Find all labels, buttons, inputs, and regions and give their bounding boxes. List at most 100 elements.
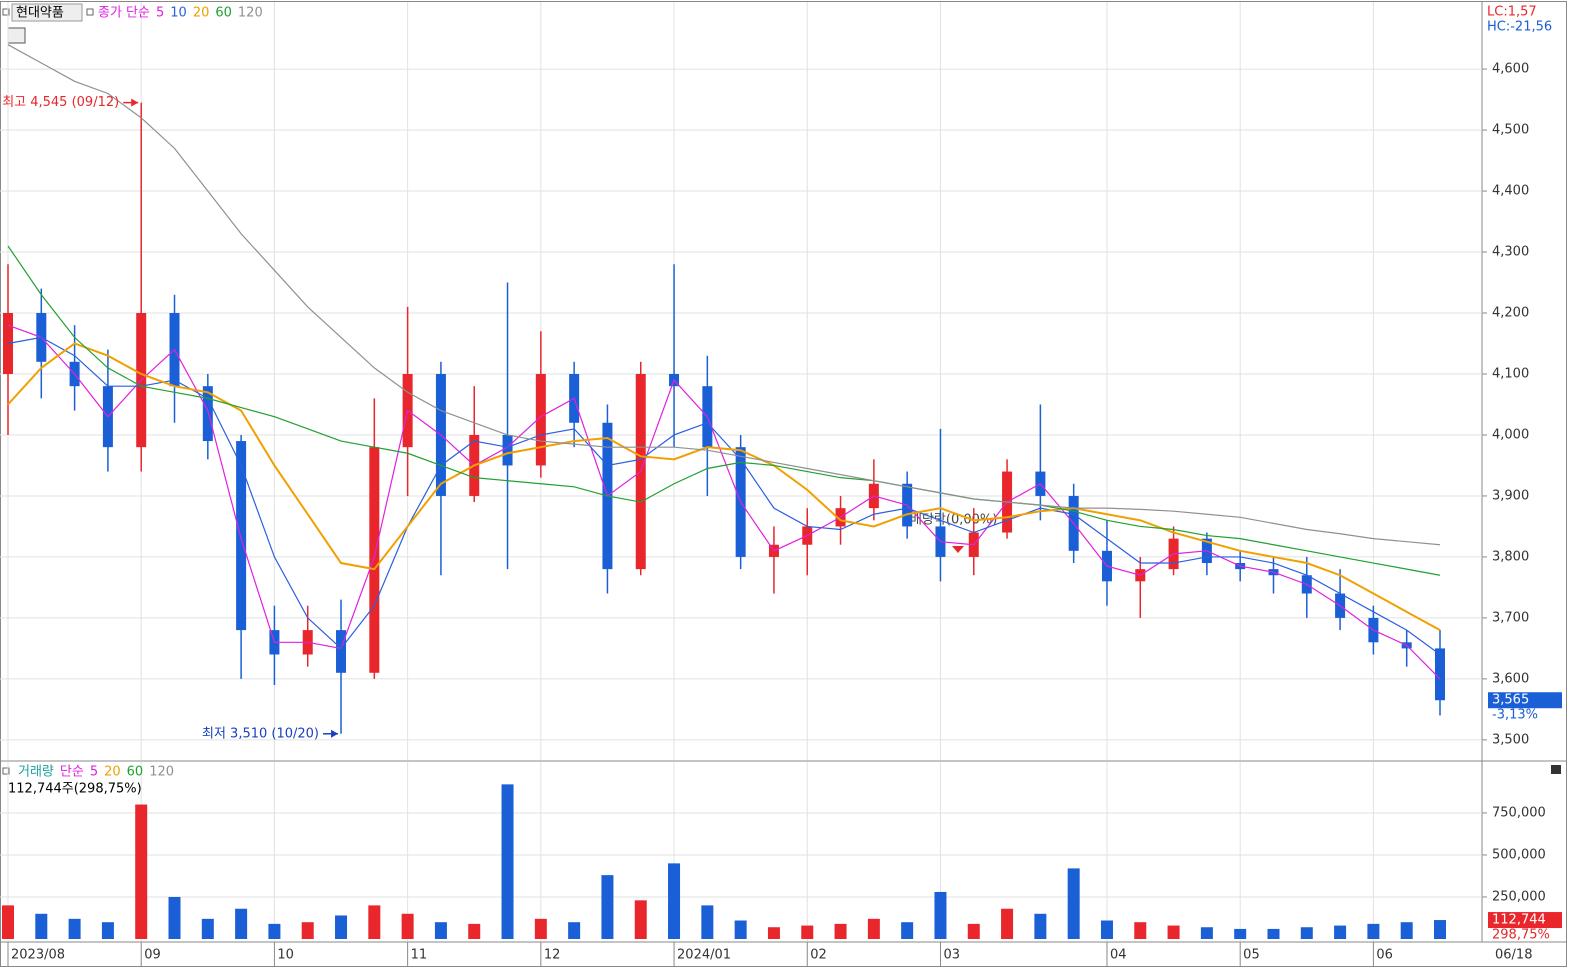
- volume-bar: [1334, 925, 1347, 939]
- legend-item: 60: [127, 765, 144, 780]
- dividend-marker: [952, 546, 964, 553]
- volume-value-label: 112,744주(298,75%): [8, 782, 142, 797]
- volume-bar: [534, 918, 547, 939]
- y-tick-label: 3,600: [1492, 671, 1529, 686]
- candle-body: [369, 447, 380, 673]
- hc-label: HC:-21,56: [1487, 20, 1552, 35]
- candle-body: [336, 630, 347, 673]
- volume-bar: [668, 863, 681, 939]
- legend-item: 5: [90, 765, 98, 780]
- volume-bar: [1067, 868, 1080, 939]
- x-tick-label: 11: [411, 948, 428, 963]
- volume-bar: [35, 913, 48, 939]
- volume-bar: [568, 922, 581, 939]
- volume-bar: [1034, 913, 1047, 939]
- y-tick-label: 3,700: [1492, 610, 1529, 625]
- price-tag-label: 3,565: [1492, 693, 1529, 708]
- ma-line: [7, 342, 1441, 631]
- volume-bar: [701, 905, 714, 939]
- x-tick-label: 10: [277, 948, 294, 963]
- volume-bar: [1167, 925, 1180, 939]
- y-tick-label: 3,800: [1492, 549, 1529, 564]
- y-tick-label: 500,000: [1492, 847, 1546, 862]
- chart-title: 현대약품: [16, 6, 64, 21]
- y-tick-label: 3,500: [1492, 732, 1529, 747]
- legend-item: 120: [149, 765, 174, 780]
- volume-title: 거래량: [18, 765, 54, 780]
- legend-icon: [86, 8, 94, 16]
- legend-item: 60: [215, 6, 232, 21]
- volume-bar: [2, 905, 14, 939]
- volume-bar: [335, 915, 348, 939]
- x-tick-label: 02: [810, 948, 827, 963]
- volume-bar: [434, 922, 447, 939]
- volume-bar: [301, 922, 314, 939]
- y-tick-label: 3,900: [1492, 488, 1529, 503]
- x-tick-label: 12: [544, 948, 561, 963]
- legend-label: 단순: [60, 765, 84, 780]
- volume-bar: [68, 918, 81, 939]
- annotation: 최고 4,545 (09/12): [2, 95, 119, 110]
- dividend-label: 배당락(0,00%): [910, 513, 997, 528]
- candle-body: [236, 441, 247, 631]
- volume-bar: [1001, 908, 1014, 939]
- candle-body: [3, 313, 13, 374]
- icon: [2, 767, 10, 775]
- volume-bar: [1100, 920, 1113, 939]
- volume-bar: [1400, 922, 1413, 939]
- volume-tag: [1488, 912, 1562, 929]
- volume-tag-label: 112,744: [1492, 913, 1546, 928]
- y-tick-label: 4,500: [1492, 123, 1529, 138]
- volume-bar: [1367, 923, 1380, 939]
- volume-bar: [601, 875, 614, 939]
- volume-bar: [401, 913, 414, 939]
- lc-label: LC:1,57: [1487, 5, 1537, 20]
- candle-body: [202, 386, 213, 442]
- ma-line: [7, 324, 1441, 680]
- volume-bar: [767, 927, 780, 939]
- volume-bar: [1134, 922, 1147, 939]
- legend-item: 120: [238, 6, 263, 21]
- volume-bar: [368, 905, 381, 939]
- legend-item: 20: [193, 6, 210, 21]
- volume-bar: [1434, 920, 1446, 939]
- volume-bar: [101, 922, 114, 939]
- y-tick-label: 750,000: [1492, 805, 1546, 820]
- volume-bar: [235, 908, 248, 939]
- volume-bar: [901, 922, 914, 939]
- y-tick-label: 4,400: [1492, 184, 1529, 199]
- legend-item: 20: [104, 765, 121, 780]
- legend-item: 10: [170, 6, 187, 21]
- volume-bar: [168, 896, 181, 939]
- volume-bar: [801, 925, 814, 939]
- y-tick-label: 4,100: [1492, 366, 1529, 381]
- icon: [2, 8, 10, 16]
- volume-bar: [1234, 928, 1247, 939]
- volume-bar: [967, 923, 980, 939]
- volume-bar: [934, 891, 947, 939]
- close-button[interactable]: [1551, 765, 1561, 774]
- volume-bar: [1267, 928, 1280, 939]
- volume-bar: [201, 918, 214, 939]
- volume-bar: [734, 920, 747, 939]
- ma-line: [7, 245, 1441, 576]
- y-tick-label: 4,600: [1492, 62, 1529, 77]
- change-label: -3,13%: [1492, 708, 1538, 723]
- title-box: [11, 3, 83, 22]
- x-tick-label: 03: [943, 948, 960, 963]
- table-icon[interactable]: [7, 27, 26, 44]
- y-tick-label: 250,000: [1492, 889, 1546, 904]
- x-tick-label: 04: [1110, 948, 1127, 963]
- x-end-label: 06/18: [1495, 948, 1532, 963]
- volume-bar: [501, 784, 514, 939]
- x-tick-label: 2024/01: [677, 948, 731, 963]
- annotation-arrowhead: [131, 98, 139, 107]
- annotation-arrowhead: [331, 729, 339, 738]
- ma-line: [7, 44, 1441, 546]
- candle-body: [1435, 648, 1445, 701]
- volume-bar: [1300, 927, 1313, 939]
- volume-bar: [867, 918, 880, 939]
- annotation: 최저 3,510 (10/20): [202, 726, 319, 741]
- volume-bar: [268, 923, 281, 939]
